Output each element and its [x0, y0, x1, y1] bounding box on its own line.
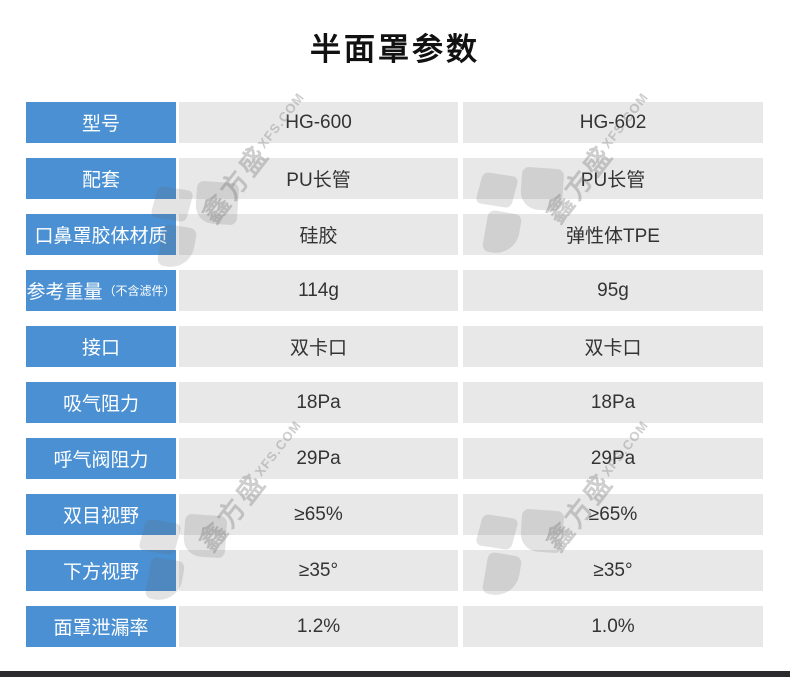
value-cell-col2: ≥65%	[463, 494, 763, 535]
value-cell-col2: ≥35°	[463, 550, 763, 591]
value-cell-col1: ≥65%	[179, 494, 458, 535]
value-cell-col1: HG-600	[179, 102, 458, 143]
row-label: 下方视野	[26, 550, 176, 591]
value-cell-col2: 95g	[463, 270, 763, 311]
row-label-text: 双目视野	[62, 506, 139, 527]
value-cell-col1: ≥35°	[179, 550, 458, 591]
value-cell-col1: PU长管	[179, 158, 458, 199]
row-label: 吸气阻力	[26, 382, 176, 423]
spec-table: 型号 HG-600 HG-602 配套 PU长管 PU长管口鼻罩胶体材质 硅胶 弹性体TPE 参…	[26, 102, 763, 647]
value-cell-col1: 29Pa	[179, 438, 458, 479]
table-row: 呼气阀阻力 29Pa 29Pa	[26, 438, 763, 479]
row-label: 配套	[26, 158, 176, 199]
row-label: 双目视野	[26, 494, 176, 535]
row-label-text: 口鼻罩胶体材质	[34, 226, 168, 247]
table-row: 面罩泄漏率 1.2% 1.0%	[26, 606, 763, 647]
value-cell-col1: 双卡口	[179, 326, 458, 367]
table-row: 参考重量 （不含滤件） 114g 95g	[26, 270, 763, 311]
value-cell-col2: 18Pa	[463, 382, 763, 423]
page-title: 半面罩参数	[310, 32, 480, 67]
value-cell-col2: 29Pa	[463, 438, 763, 479]
row-label: 呼气阀阻力	[26, 438, 176, 479]
row-label: 口鼻罩胶体材质	[26, 214, 176, 255]
value-cell-col1: 114g	[179, 270, 458, 311]
value-cell-col2: 弹性体TPE	[463, 214, 763, 255]
value-cell-col1: 1.2%	[179, 606, 458, 647]
row-label-suffix: （不含滤件）	[103, 284, 176, 298]
row-label: 面罩泄漏率	[26, 606, 176, 647]
value-cell-col2: 双卡口	[463, 326, 763, 367]
row-label-text: 吸气阻力	[62, 394, 139, 415]
value-cell-col1: 硅胶	[179, 214, 458, 255]
row-label-text: 下方视野	[62, 562, 139, 583]
value-cell-col2: HG-602	[463, 102, 763, 143]
row-label-text: 参考重量	[26, 282, 103, 303]
row-label-text: 呼气阀阻力	[53, 450, 149, 471]
table-row: 口鼻罩胶体材质 硅胶 弹性体TPE	[26, 214, 763, 255]
row-label-text: 型号	[81, 114, 120, 135]
row-label-text: 配套	[81, 170, 120, 191]
table-row: 接口 双卡口 双卡口	[26, 326, 763, 367]
row-label-text: 面罩泄漏率	[53, 618, 149, 639]
value-cell-col2: 1.0%	[463, 606, 763, 647]
row-label: 参考重量 （不含滤件）	[26, 270, 176, 311]
row-label: 接口	[26, 326, 176, 367]
footer-bar	[0, 671, 790, 677]
table-row: 吸气阻力 18Pa 18Pa	[26, 382, 763, 423]
row-label: 型号	[26, 102, 176, 143]
table-row: 配套 PU长管 PU长管	[26, 158, 763, 199]
value-cell-col1: 18Pa	[179, 382, 458, 423]
value-cell-col2: PU长管	[463, 158, 763, 199]
table-row: 下方视野 ≥35° ≥35°	[26, 550, 763, 591]
table-row: 双目视野 ≥65% ≥65%	[26, 494, 763, 535]
row-label-text: 接口	[81, 338, 120, 359]
table-row: 型号 HG-600 HG-602	[26, 102, 763, 143]
